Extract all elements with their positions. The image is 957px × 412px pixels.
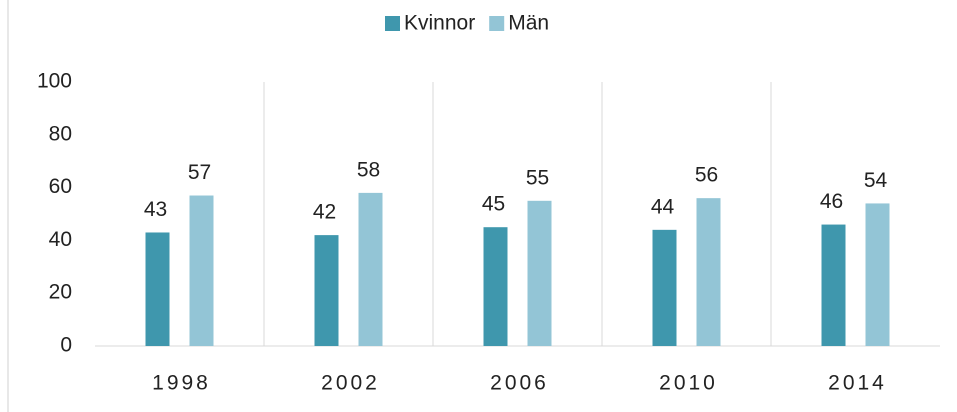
y-tick-label: 40 [49, 228, 72, 251]
y-tick-label: 20 [49, 281, 72, 304]
x-tick-label: 2014 [828, 372, 887, 395]
bar [483, 227, 508, 346]
data-label: 56 [695, 164, 718, 187]
bar [821, 224, 846, 346]
legend-label: Kvinnor [404, 12, 475, 35]
x-tick-label: 1998 [152, 372, 211, 395]
data-label: 44 [651, 195, 675, 218]
bar [314, 235, 339, 346]
data-label: 57 [188, 161, 211, 184]
data-label: 55 [526, 166, 549, 189]
data-label: 43 [144, 198, 167, 221]
bar [189, 195, 214, 346]
data-label: 42 [313, 201, 336, 224]
x-tick-label: 2010 [659, 372, 718, 395]
bar [145, 232, 170, 346]
x-tick-label: 2002 [321, 372, 380, 395]
bar [696, 198, 721, 346]
bar [358, 192, 383, 346]
y-tick-label: 80 [49, 122, 72, 145]
y-tick-label: 100 [37, 70, 72, 93]
data-label: 45 [482, 193, 505, 216]
bar [652, 229, 677, 346]
data-label: 58 [357, 158, 380, 181]
x-tick-label: 2006 [490, 372, 549, 395]
bar [527, 200, 552, 346]
data-label: 46 [820, 190, 843, 213]
bar [865, 203, 890, 346]
legend-label: Män [508, 12, 549, 35]
y-tick-label: 60 [49, 175, 72, 198]
legend-swatch [489, 16, 505, 31]
data-label: 54 [864, 169, 888, 192]
y-tick-label: 0 [60, 334, 72, 357]
legend-swatch [385, 16, 400, 31]
